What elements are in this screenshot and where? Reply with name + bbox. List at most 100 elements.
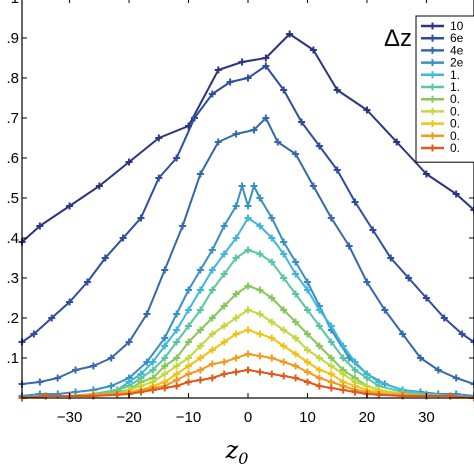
series-line-0 [21,33,474,243]
data-point [280,342,288,350]
data-point [470,392,474,400]
data-point [173,154,181,162]
y-tick-label: 1 [11,0,19,7]
legend-label-8: 0. [450,117,460,131]
data-point [161,384,169,392]
data-point [196,354,204,362]
data-point [208,330,216,338]
data-point [196,376,204,384]
data-point [173,326,181,334]
data-point [196,306,204,314]
data-point [185,322,193,330]
data-point [268,214,276,222]
data-point [107,354,115,362]
data-point [416,354,424,362]
data-point [173,310,181,318]
data-point [422,294,430,302]
data-point [327,378,335,386]
legend-label-5: 1. [450,80,460,94]
data-point [196,326,204,334]
data-point [89,362,97,370]
data-point [161,370,169,378]
y-tick-label: .4 [6,230,19,247]
data-point [292,362,300,370]
data-point [208,360,216,368]
data-point [280,86,288,94]
data-point [339,354,347,362]
data-point [387,254,395,262]
data-point [345,242,353,250]
data-point [458,330,466,338]
data-point [286,30,294,38]
data-point [268,294,276,302]
data-point [351,388,359,396]
data-point [220,270,228,278]
data-point [244,282,252,290]
data-point [268,318,276,326]
data-point [298,118,306,126]
data-point [95,182,103,190]
data-point [292,318,300,326]
data-point [351,366,359,374]
data-point [173,370,181,378]
data-point [232,290,240,298]
data-point [327,214,335,222]
data-point [470,338,474,346]
data-point [220,358,228,366]
data-point [375,391,383,399]
data-point [185,362,193,370]
legend-marker-5 [429,83,436,91]
legend-box [415,15,474,163]
data-point [185,306,193,314]
data-point [333,86,341,94]
data-point [185,286,193,294]
data-point [452,374,460,382]
data-point [54,374,62,382]
data-point [173,376,181,384]
data-point [107,382,115,390]
data-point [185,338,193,346]
data-point [315,366,323,374]
x-axis-label-main: z [225,436,239,464]
data-point [256,222,264,230]
legend-marker-3 [429,59,436,67]
data-point [315,142,323,150]
data-point [232,354,240,362]
x-tick-label: 10 [299,409,316,426]
data-point [220,222,228,230]
y-tick-label: .5 [6,190,19,207]
data-point [173,362,181,370]
data-point [244,74,252,82]
data-point [292,290,300,298]
data-point [208,374,216,382]
data-point [185,354,193,362]
legend-label-6: 0. [450,92,460,106]
x-tick-label: −30 [57,409,82,426]
data-point [244,366,252,374]
data-point [232,130,240,138]
data-point [339,342,347,350]
legend-label-4: 1. [450,68,460,82]
data-point [226,78,234,86]
data-point [434,366,442,374]
data-point [244,326,252,334]
legend-label-7: 0. [450,104,460,118]
data-point [268,354,276,362]
data-point [244,350,252,358]
data-point [440,314,448,322]
data-point [149,366,157,374]
data-point [66,298,74,306]
data-point [208,266,216,274]
data-point [196,366,204,374]
y-tick-label: .8 [6,70,19,87]
data-point [179,222,187,230]
data-point [280,238,288,246]
data-point [256,352,264,360]
data-point [280,306,288,314]
x-tick-label: 20 [359,409,376,426]
legend-marker-7 [429,107,436,115]
data-point [339,370,347,378]
data-point [196,266,204,274]
